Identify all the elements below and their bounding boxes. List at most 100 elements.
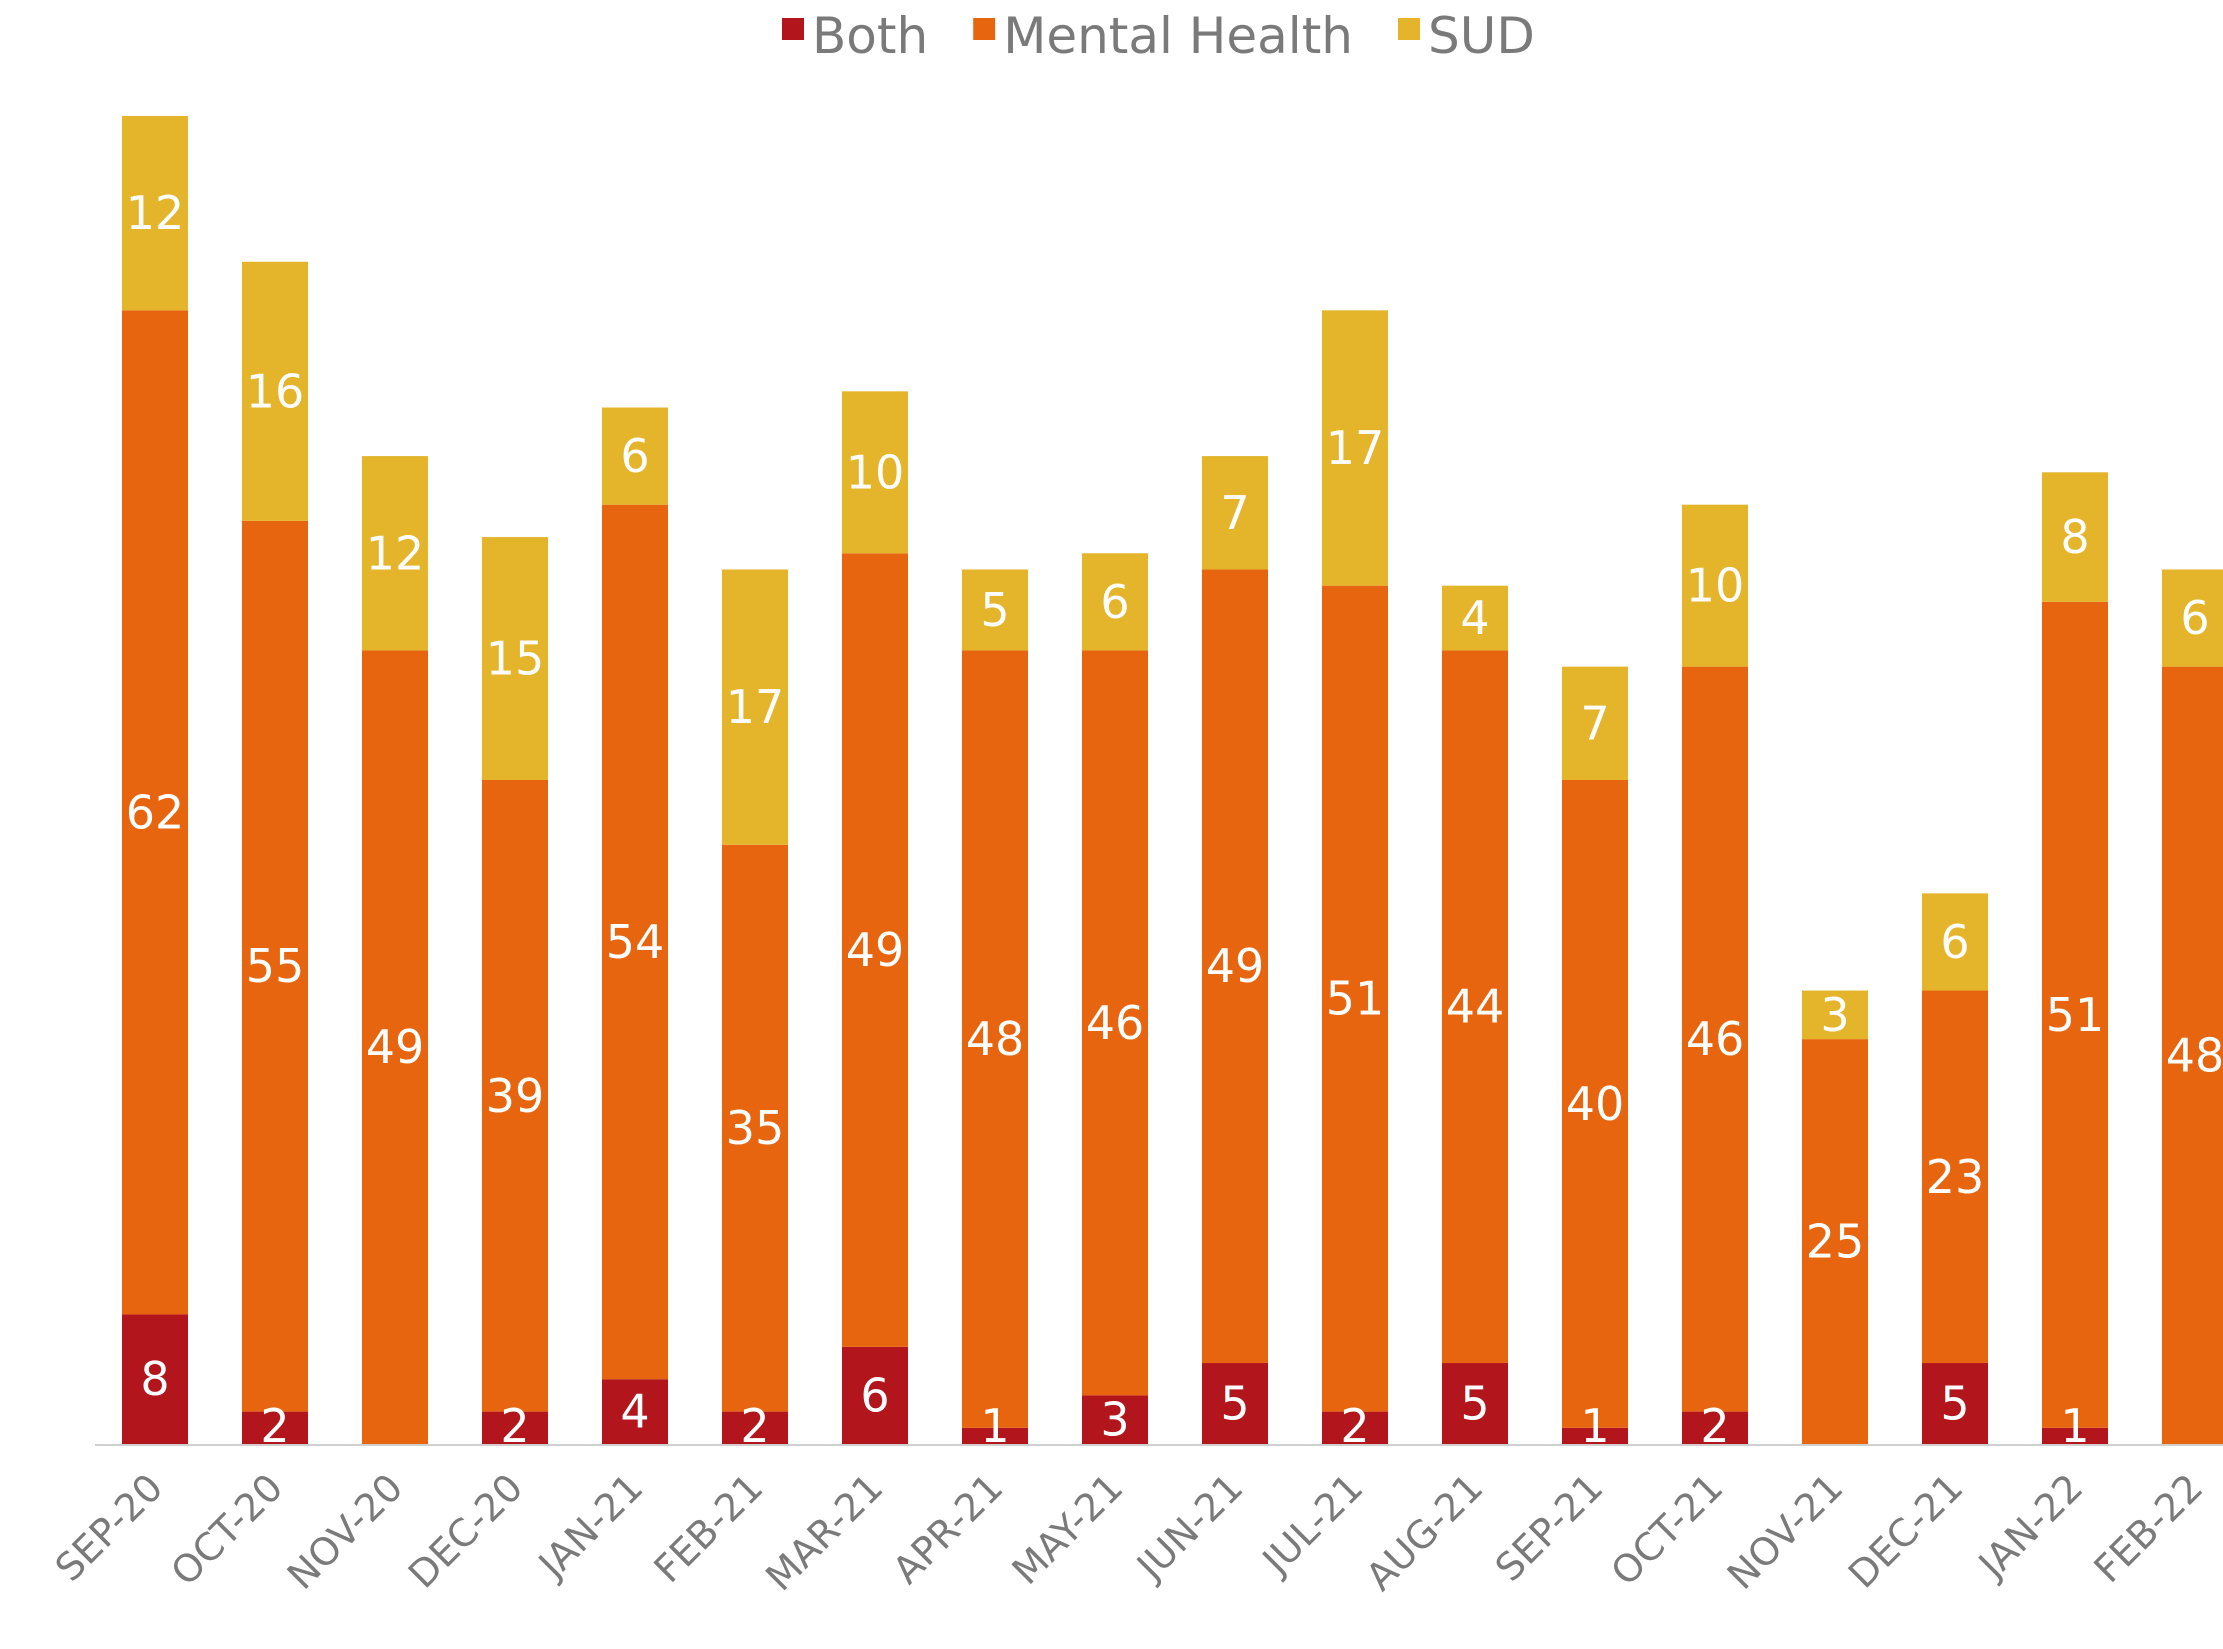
data-label-sud-nov-20: 12 <box>366 526 425 580</box>
data-label-mental-health-oct-21: 46 <box>1686 1012 1745 1066</box>
bars-group <box>122 116 2223 1444</box>
bar-sud-dec-21 <box>1922 893 1988 991</box>
bar-sud-feb-21 <box>722 569 788 845</box>
bar-both-oct-21 <box>1682 1411 1748 1444</box>
bar-sud-nov-21 <box>1802 990 1868 1040</box>
data-label-sud-feb-21: 17 <box>726 680 785 734</box>
bar-both-jan-21 <box>602 1379 668 1444</box>
legend-label-sud: SUD <box>1428 7 1535 65</box>
data-label-sud-apr-21: 5 <box>980 583 1009 637</box>
data-label-sud-oct-20: 16 <box>246 364 305 418</box>
data-label-both-jan-21: 4 <box>620 1385 649 1439</box>
x-tick-label-oct-20: OCT-20 <box>163 1465 292 1594</box>
bar-sud-sep-21 <box>1562 666 1628 780</box>
x-tick-label-may-21: MAY-21 <box>1004 1465 1132 1593</box>
bar-both-dec-20 <box>482 1411 548 1444</box>
bar-mental-health-may-21 <box>1082 650 1148 1396</box>
x-tick-label-dec-20: DEC-20 <box>400 1465 531 1596</box>
x-tick-label-oct-21: OCT-21 <box>1603 1465 1732 1594</box>
data-label-mental-health-nov-21: 25 <box>1806 1215 1865 1269</box>
bar-mental-health-nov-21 <box>1802 1039 1868 1444</box>
bar-both-jul-21 <box>1322 1411 1388 1444</box>
data-label-sud-sep-21: 7 <box>1580 696 1609 750</box>
bar-mental-health-dec-20 <box>482 780 548 1412</box>
x-tick-label-jan-22: JAN-22 <box>1969 1465 2091 1587</box>
data-label-sud-jan-22: 8 <box>2060 510 2089 564</box>
bar-both-dec-21 <box>1922 1363 1988 1444</box>
data-label-sud-dec-20: 15 <box>486 632 545 686</box>
bar-both-sep-20 <box>122 1314 188 1444</box>
data-label-mental-health-sep-21: 40 <box>1566 1077 1625 1131</box>
bar-both-may-21 <box>1082 1395 1148 1444</box>
bar-sud-jan-21 <box>602 407 668 505</box>
legend-label-both: Both <box>812 7 928 65</box>
bar-mental-health-feb-22 <box>2162 666 2223 1444</box>
legend-label-mental-health: Mental Health <box>1003 7 1353 65</box>
bar-sud-aug-21 <box>1442 585 1508 651</box>
bar-mental-health-apr-21 <box>962 650 1028 1428</box>
x-tick-label-jul-21: JUL-21 <box>1253 1465 1372 1584</box>
data-label-mental-health-sep-20: 62 <box>126 785 185 839</box>
bar-mental-health-feb-21 <box>722 844 788 1412</box>
data-label-sud-dec-21: 6 <box>1940 915 1969 969</box>
x-tick-label-jan-21: JAN-21 <box>529 1465 651 1587</box>
bar-sud-jun-21 <box>1202 456 1268 570</box>
bar-sud-oct-20 <box>242 261 308 521</box>
bar-mental-health-nov-20 <box>362 650 428 1444</box>
data-label-sud-jan-21: 6 <box>620 429 649 483</box>
bar-sud-apr-21 <box>962 569 1028 651</box>
data-label-mental-health-jul-21: 51 <box>1326 972 1385 1026</box>
x-tick-label-feb-22: FEB-22 <box>2085 1465 2211 1591</box>
bar-both-jan-22 <box>2042 1427 2108 1444</box>
chart-legend: Both Mental Health SUD <box>782 7 1535 65</box>
x-tick-label-mar-21: MAR-21 <box>757 1465 891 1599</box>
data-label-both-aug-21: 5 <box>1460 1377 1489 1431</box>
data-label-mental-health-feb-21: 35 <box>726 1101 785 1155</box>
data-label-sud-feb-22: 6 <box>2180 591 2209 645</box>
x-tick-label-jun-21: JUN-21 <box>1127 1465 1251 1589</box>
bar-sud-oct-21 <box>1682 504 1748 667</box>
data-label-mental-health-dec-21: 23 <box>1926 1150 1985 1204</box>
data-label-sud-sep-20: 12 <box>126 186 185 240</box>
legend-item-sud: SUD <box>1398 7 1535 65</box>
bar-both-feb-21 <box>722 1411 788 1444</box>
data-label-sud-nov-21: 3 <box>1820 988 1849 1042</box>
bar-sud-jul-21 <box>1322 310 1388 586</box>
data-label-mental-health-may-21: 46 <box>1086 996 1145 1050</box>
data-label-mental-health-oct-20: 55 <box>246 939 305 993</box>
bar-sud-sep-20 <box>122 116 188 311</box>
bar-sud-dec-20 <box>482 537 548 780</box>
data-label-sud-mar-21: 10 <box>846 445 905 499</box>
data-labels-group: 8621225516491223915454623517649101485346… <box>126 186 2223 1453</box>
x-tick-label-sep-21: SEP-21 <box>1487 1465 1612 1590</box>
x-tick-label-nov-21: NOV-21 <box>1719 1465 1852 1598</box>
data-label-mental-health-feb-22: 48 <box>2166 1028 2223 1082</box>
data-label-mental-health-mar-21: 49 <box>846 923 905 977</box>
data-label-mental-health-apr-21: 48 <box>966 1012 1025 1066</box>
bar-mental-health-sep-21 <box>1562 780 1628 1428</box>
x-tick-label-sep-20: SEP-20 <box>47 1465 172 1590</box>
legend-swatch-mental-health <box>973 18 996 40</box>
data-label-sud-jun-21: 7 <box>1220 486 1249 540</box>
data-label-both-dec-21: 5 <box>1940 1377 1969 1431</box>
data-label-mental-health-jun-21: 49 <box>1206 939 1265 993</box>
bar-mental-health-aug-21 <box>1442 650 1508 1364</box>
bar-mental-health-jan-21 <box>602 504 668 1380</box>
bar-sud-feb-22 <box>2162 569 2223 667</box>
bar-both-aug-21 <box>1442 1363 1508 1444</box>
bar-mental-health-dec-21 <box>1922 990 1988 1364</box>
data-label-both-jun-21: 5 <box>1220 1377 1249 1431</box>
bar-mental-health-oct-21 <box>1682 666 1748 1412</box>
data-label-sud-oct-21: 10 <box>1686 559 1745 613</box>
legend-swatch-sud <box>1398 18 1420 40</box>
bar-sud-mar-21 <box>842 391 908 554</box>
data-label-mental-health-jan-21: 54 <box>606 915 665 969</box>
bar-mental-health-mar-21 <box>842 553 908 1347</box>
data-label-both-mar-21: 6 <box>860 1368 889 1422</box>
data-label-mental-health-jan-22: 51 <box>2046 988 2105 1042</box>
bar-both-sep-21 <box>1562 1427 1628 1444</box>
bar-both-oct-20 <box>242 1411 308 1444</box>
bar-both-mar-21 <box>842 1346 908 1444</box>
